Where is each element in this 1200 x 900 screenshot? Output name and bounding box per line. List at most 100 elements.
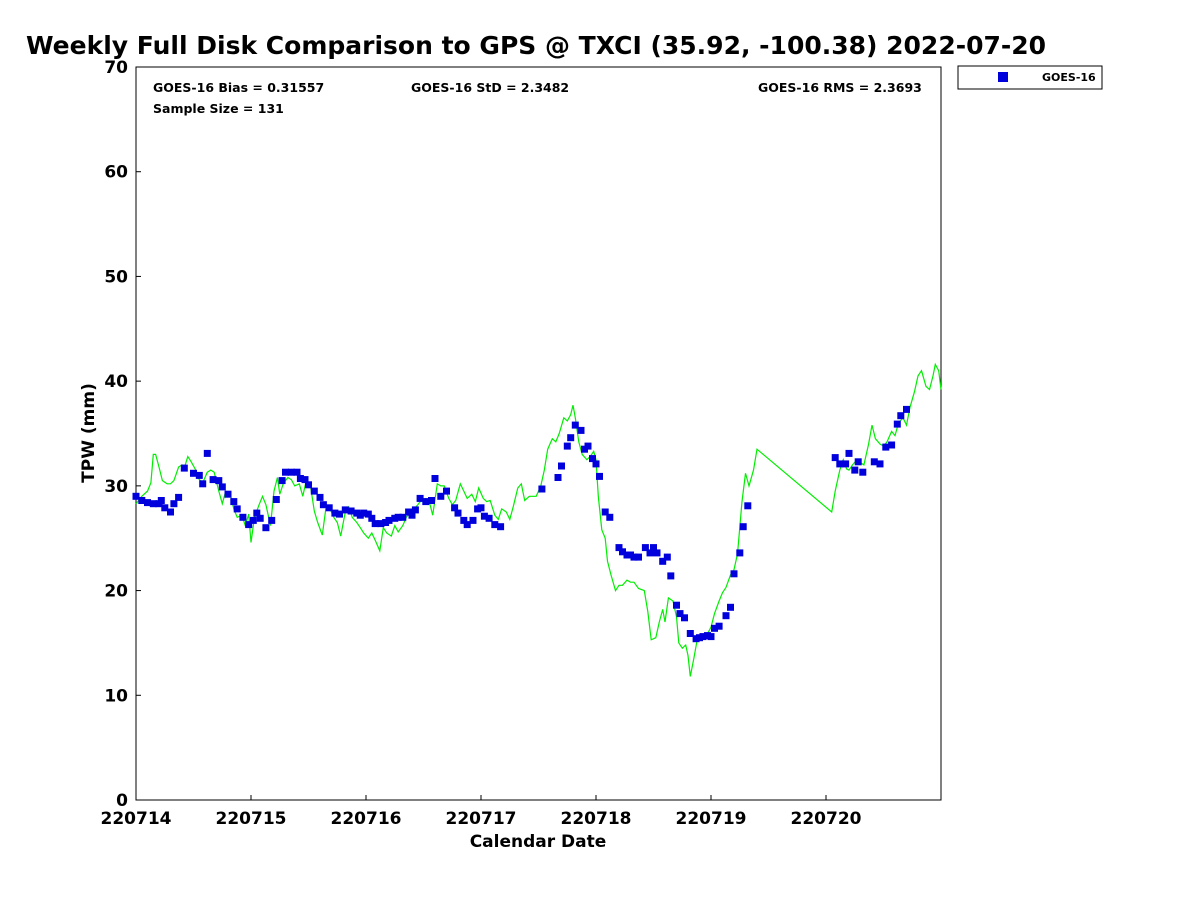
goes16-point bbox=[491, 521, 499, 529]
std-stat: GOES-16 StD = 2.3482 bbox=[411, 80, 569, 95]
goes16-point bbox=[571, 421, 579, 429]
x-tick-label: 220717 bbox=[446, 809, 517, 829]
goes16-point bbox=[601, 508, 609, 516]
y-tick-label: 40 bbox=[104, 372, 128, 392]
goes16-point bbox=[659, 557, 667, 565]
goes16-point bbox=[149, 500, 157, 508]
rms-stat: GOES-16 RMS = 2.3693 bbox=[758, 80, 922, 95]
goes16-point bbox=[360, 509, 368, 517]
x-axis: 220714 220715 220716 220717 220718 220719 2207… bbox=[101, 795, 862, 829]
legend-marker-goes16 bbox=[998, 72, 1008, 82]
goes16-point bbox=[451, 504, 459, 512]
goes16-point bbox=[584, 442, 592, 450]
goes16-point bbox=[727, 603, 734, 611]
goes16-point bbox=[371, 520, 379, 528]
goes16-point bbox=[157, 497, 165, 504]
goes16-point bbox=[272, 496, 280, 503]
plot-area bbox=[132, 66, 942, 801]
goes16-point bbox=[408, 511, 416, 519]
goes16-point bbox=[630, 553, 638, 561]
goes16-point bbox=[170, 500, 178, 508]
x-tick-label: 220719 bbox=[676, 809, 747, 829]
goes16-point bbox=[485, 514, 493, 522]
x-tick-label: 220720 bbox=[791, 809, 862, 829]
y-axis: 0 10 20 30 40 50 60 70 bbox=[104, 58, 141, 811]
goes16-point bbox=[859, 468, 867, 476]
goes16-point bbox=[577, 426, 585, 434]
goes16-point bbox=[310, 487, 318, 495]
goes16-point bbox=[681, 614, 688, 622]
x-axis-label: Calendar Date bbox=[470, 832, 607, 852]
goes16-point bbox=[554, 474, 562, 481]
goes16-point bbox=[686, 630, 694, 637]
goes16-point bbox=[175, 493, 183, 501]
goes16-point bbox=[268, 516, 276, 524]
goes16-marker-layer bbox=[132, 405, 910, 643]
goes16-point bbox=[325, 504, 333, 512]
goes16-point bbox=[233, 505, 241, 513]
goes16-point bbox=[305, 481, 312, 489]
goes16-point bbox=[469, 516, 477, 524]
goes16-point bbox=[253, 509, 261, 517]
goes16-point bbox=[676, 610, 684, 618]
goes16-point bbox=[215, 477, 223, 485]
goes16-point bbox=[278, 477, 286, 485]
goes16-point bbox=[739, 523, 747, 531]
goes16-point bbox=[377, 520, 385, 528]
goes16-point bbox=[262, 524, 270, 532]
goes16-point bbox=[893, 420, 901, 428]
goes16-point bbox=[538, 485, 546, 493]
goes16-point bbox=[336, 510, 343, 518]
goes16-point bbox=[209, 476, 217, 484]
legend: GOES-16 bbox=[957, 65, 1103, 90]
goes16-point bbox=[331, 509, 339, 517]
goes16-point bbox=[460, 516, 468, 524]
y-tick-label: 50 bbox=[104, 267, 128, 287]
goes16-point bbox=[316, 493, 324, 501]
goes16-point bbox=[301, 476, 309, 484]
goes16-point bbox=[831, 454, 839, 462]
goes16-point bbox=[641, 544, 649, 552]
goes16-point bbox=[287, 468, 295, 476]
y-tick-label: 30 bbox=[104, 477, 128, 497]
goes16-point bbox=[673, 601, 680, 609]
goes16-point bbox=[428, 497, 435, 504]
goes16-point bbox=[558, 462, 565, 470]
goes16-point bbox=[836, 460, 844, 468]
y-axis-label: TPW (mm) bbox=[79, 383, 99, 483]
goes16-point bbox=[870, 458, 878, 466]
goes16-point bbox=[347, 507, 355, 515]
goes16-point bbox=[411, 506, 419, 514]
goes16-point bbox=[437, 492, 445, 500]
goes16-point bbox=[480, 512, 488, 520]
goes16-point bbox=[319, 501, 327, 509]
goes16-point bbox=[341, 506, 349, 514]
bias-stat: GOES-16 Bias = 0.31557 bbox=[153, 80, 324, 95]
chart-title: Weekly Full Disk Comparison to GPS @ TXC… bbox=[26, 31, 1046, 60]
goes16-point bbox=[161, 504, 169, 512]
goes16-point bbox=[699, 633, 707, 641]
x-tick-label: 220715 bbox=[216, 809, 287, 829]
goes16-point bbox=[454, 509, 462, 517]
goes16-point bbox=[385, 516, 393, 524]
goes16-point bbox=[199, 480, 207, 488]
gps-tpw-line bbox=[135, 362, 942, 677]
goes16-point bbox=[497, 523, 505, 531]
goes16-point bbox=[722, 612, 730, 620]
goes16-point bbox=[563, 442, 571, 450]
goes16-point bbox=[619, 548, 626, 556]
goes16-point bbox=[653, 549, 661, 557]
y-tick-label: 60 bbox=[104, 163, 128, 183]
goes16-point bbox=[249, 516, 257, 524]
goes16-point bbox=[715, 622, 723, 630]
sample-size-stat: Sample Size = 131 bbox=[153, 101, 284, 116]
goes16-point bbox=[851, 466, 859, 474]
goes16-point bbox=[416, 494, 424, 502]
y-tick-label: 70 bbox=[104, 58, 128, 78]
goes16-point bbox=[842, 460, 850, 468]
goes16-point bbox=[845, 449, 853, 457]
legend-box bbox=[957, 65, 1103, 90]
goes16-point bbox=[711, 624, 718, 632]
goes16-point bbox=[736, 549, 744, 557]
